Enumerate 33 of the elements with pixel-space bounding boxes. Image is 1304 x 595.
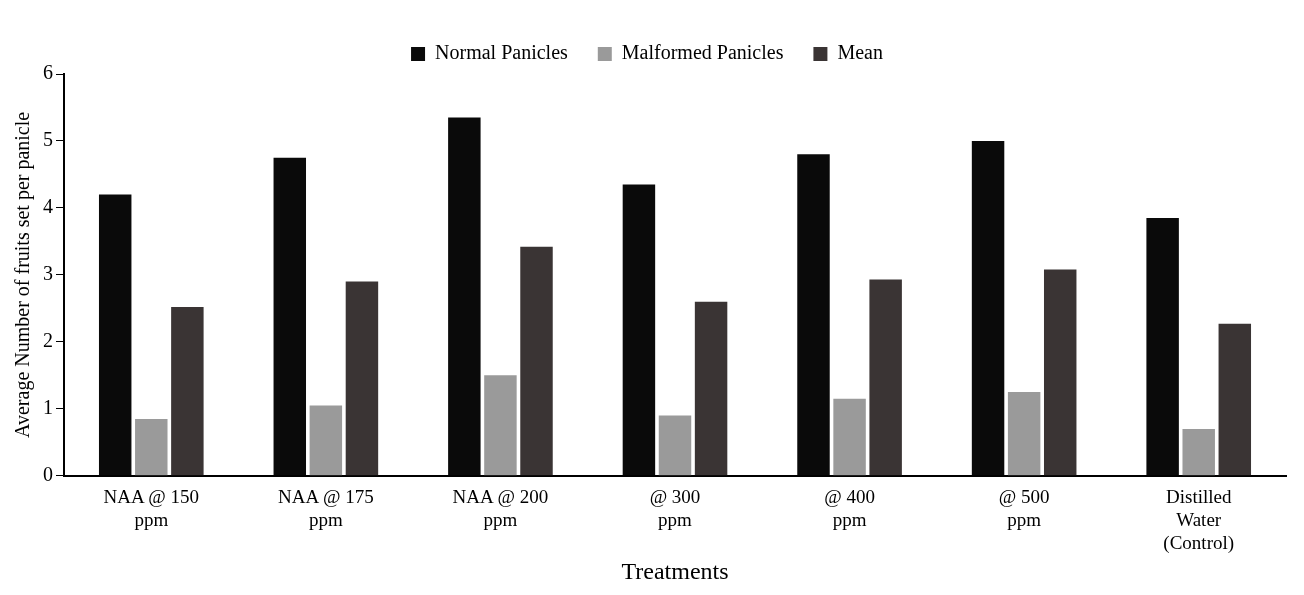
y-axis-title: Average Number of fruits set per panicle (11, 111, 35, 438)
x-tick-label: @ 300 ppm (649, 486, 701, 530)
bar (484, 375, 517, 476)
bar (135, 418, 168, 476)
bar (1007, 392, 1041, 476)
bar (171, 307, 204, 476)
legend-label: Malformed Panicles (621, 41, 784, 64)
x-tick-label: NAA @ 200 ppm (452, 486, 549, 530)
bar (658, 415, 692, 476)
bar (309, 405, 343, 476)
y-tick-label: 1 (43, 396, 53, 419)
x-axis-title: Treatments (621, 557, 729, 584)
x-tick-label: @ 500 ppm (998, 486, 1050, 530)
bar (1043, 269, 1077, 476)
x-tick-label: Distilled Water (Control) (1163, 486, 1235, 554)
y-tick-label: 6 (43, 61, 53, 84)
y-tick-label: 2 (43, 329, 53, 352)
y-tick-label: 3 (43, 262, 53, 285)
bar (520, 246, 553, 476)
x-tick-label: @ 400 ppm (824, 486, 875, 530)
legend-label: Normal Panicles (435, 41, 569, 64)
y-tick-label: 5 (43, 128, 53, 151)
bar (1218, 323, 1252, 476)
bar (694, 301, 728, 476)
legend-label: Mean (837, 41, 883, 64)
bar (1182, 428, 1215, 476)
y-tick-label: 4 (43, 195, 53, 218)
x-tick-label: NAA @ 150 ppm (103, 486, 200, 530)
bar (345, 281, 379, 476)
bar (869, 279, 902, 476)
x-tick-label: NAA @ 175 ppm (278, 486, 374, 530)
y-tick-label: 0 (43, 463, 53, 486)
bar (833, 398, 866, 476)
